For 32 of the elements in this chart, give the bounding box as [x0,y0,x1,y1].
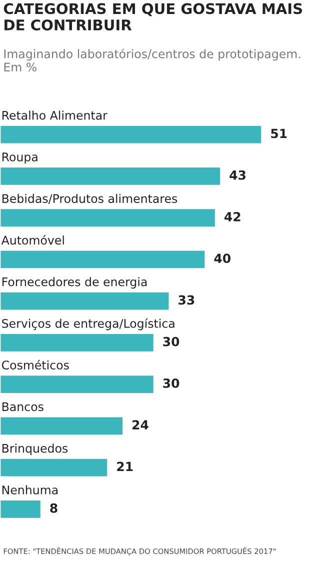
bar [0,416,124,436]
y-tick-label: Serviços de entrega/Logística [2,318,174,330]
bar [0,249,206,270]
data-label: 24 [132,420,148,430]
data-label: 43 [230,170,246,180]
data-label: 8 [50,503,58,513]
y-tick-label: Bebidas/Produtos alimentares [2,194,178,204]
data-label: 30 [163,336,180,346]
y-tick-label: Fornecedores de energia [2,277,147,289]
y-tick-label: Roupa [2,152,38,164]
y-tick-label: Bancos [2,402,44,412]
bar [0,458,108,478]
bar [0,499,42,520]
data-label: 42 [224,212,240,222]
chart-title: CATEGORIAS EM QUE GOSTAVA MAIS DE CONTRIBUIR [4,3,302,30]
y-tick-label: Cosméticos [2,360,69,370]
bar [0,166,222,186]
data-label: 51 [271,128,287,138]
data-label: 21 [117,462,133,472]
data-label: 30 [163,378,180,388]
bar [0,208,216,228]
bar [0,374,155,394]
data-label: 40 [214,254,230,264]
y-tick-label: Automóvel [1,235,64,245]
bar [0,124,263,145]
chart-subtitle: Imaginando laboratórios/centros de prototipagem. Em % [4,48,300,72]
y-tick-label: Brinquedos [2,444,68,456]
data-label: 33 [178,295,194,305]
bar [0,290,170,312]
y-tick-label: Nenhuma [2,485,58,494]
bar [0,332,155,353]
y-tick-label: Retalho Alimentar [2,110,108,120]
